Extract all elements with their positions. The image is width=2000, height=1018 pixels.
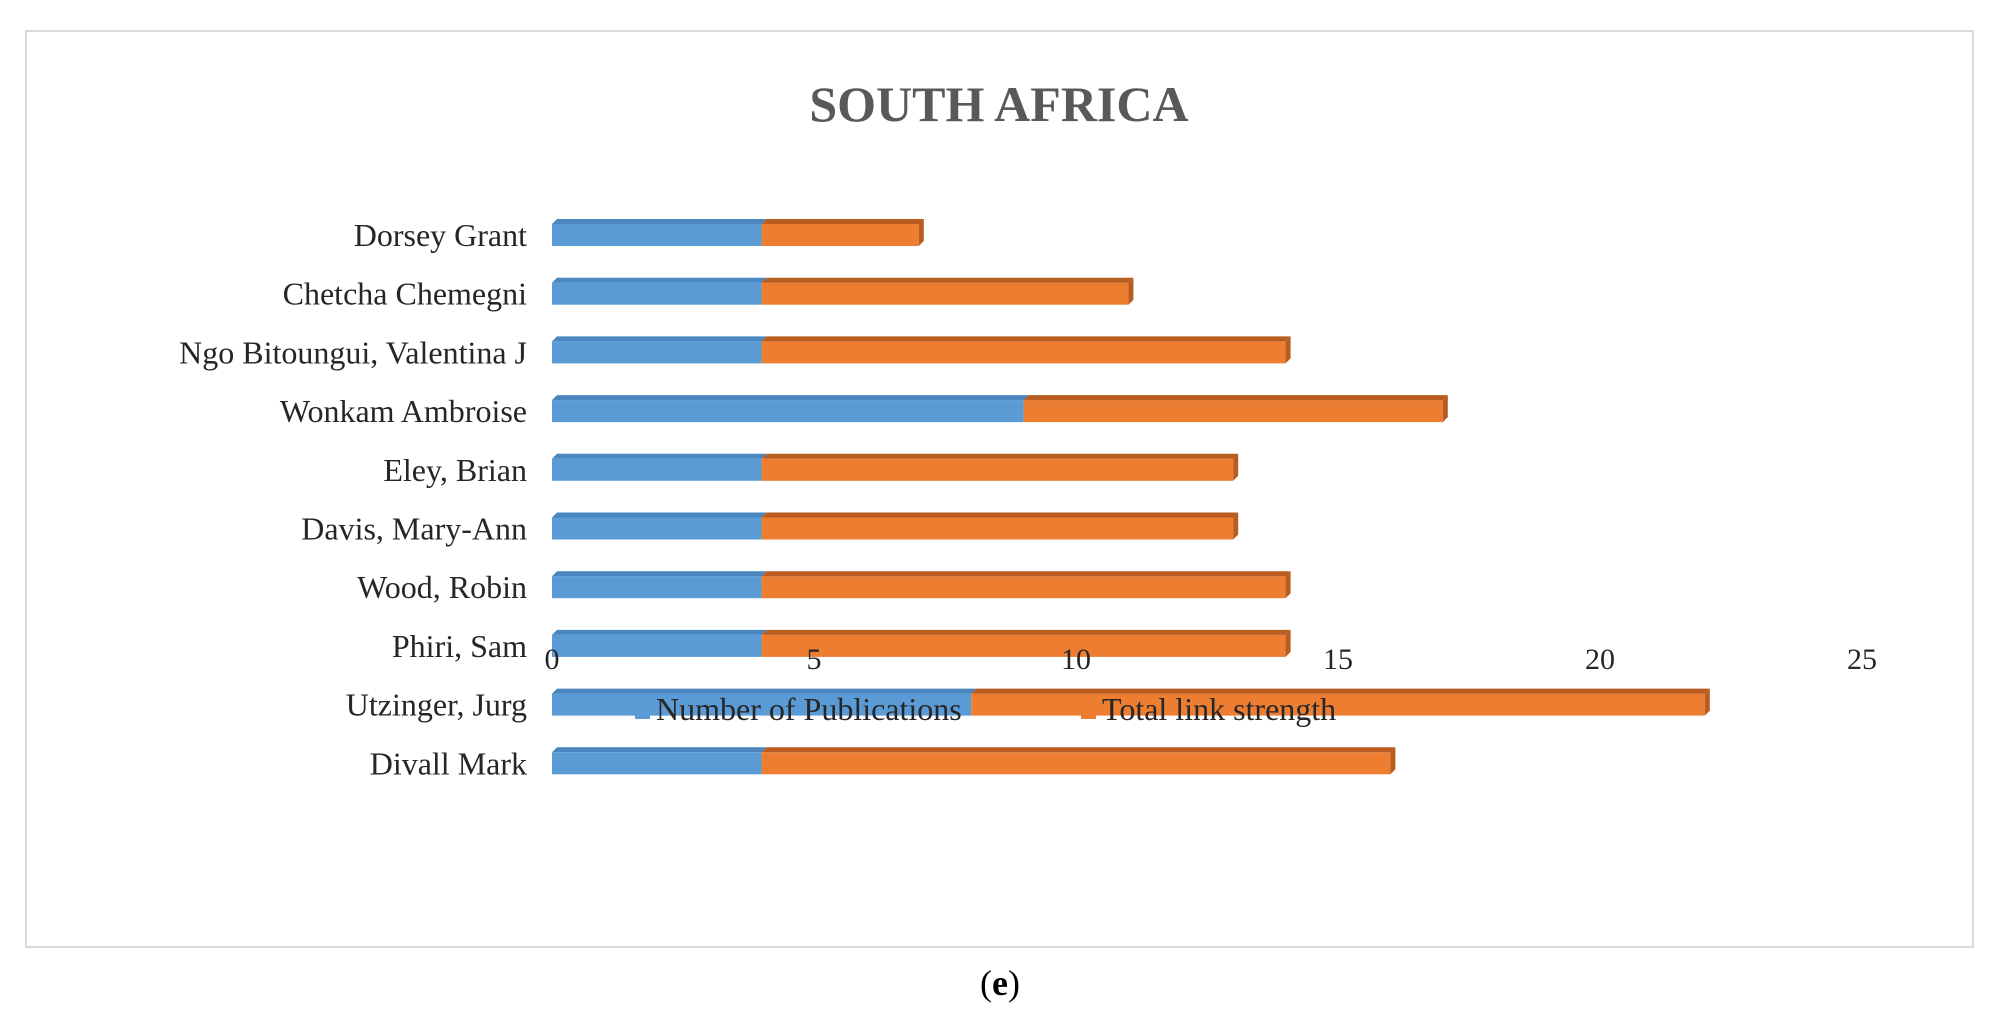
x-tick-label-5: 25 bbox=[1847, 643, 1877, 676]
x-tick-label-2: 10 bbox=[1061, 643, 1091, 676]
category-labels: Dorsey Grant Chetcha Chemegni Ngo Bitoungu… bbox=[179, 217, 527, 781]
bar-publications-7 bbox=[552, 634, 762, 657]
bar-link-strength-2 bbox=[761, 341, 1286, 364]
bar-publications-9 bbox=[552, 752, 762, 775]
bar-publications-8 bbox=[552, 693, 972, 716]
bar-side-face-0 bbox=[918, 219, 924, 246]
bar-top-face-0-2 bbox=[552, 336, 767, 342]
bar-link-strength-0 bbox=[761, 224, 919, 246]
category-label-5: Davis, Mary-Ann bbox=[301, 511, 527, 547]
category-label-7: Phiri, Sam bbox=[392, 628, 527, 664]
bar-top-face-0-6 bbox=[552, 571, 767, 577]
bar-top-face-1-5 bbox=[761, 512, 1239, 518]
bar-publications-0 bbox=[552, 224, 762, 246]
bar-top-face-1-8 bbox=[971, 688, 1710, 694]
bar-top-face-0-4 bbox=[552, 453, 767, 459]
x-tick-label-4: 20 bbox=[1585, 643, 1615, 676]
bar-side-face-6 bbox=[1285, 571, 1291, 599]
bar-link-strength-8 bbox=[971, 693, 1705, 716]
panel-label-close: ) bbox=[1007, 963, 1020, 1003]
category-label-1: Chetcha Chemegni bbox=[283, 276, 527, 312]
bar-publications-2 bbox=[552, 341, 762, 364]
x-axis-ticks: 0 5 10 15 20 25 bbox=[545, 643, 1878, 676]
panel-label: (e) bbox=[0, 962, 2000, 1004]
legend-swatch-link-strength bbox=[1081, 704, 1096, 719]
bar-publications-1 bbox=[552, 282, 762, 305]
legend-swatch-publications bbox=[635, 704, 650, 719]
bar-top-face-0-7 bbox=[552, 629, 767, 635]
bar-side-face-1 bbox=[1128, 277, 1134, 305]
category-label-8: Utzinger, Jurg bbox=[346, 687, 527, 723]
bar-link-strength-7 bbox=[761, 634, 1286, 657]
bar-side-face-9 bbox=[1390, 747, 1396, 775]
bar-publications-6 bbox=[552, 576, 762, 599]
x-tick-label-0: 0 bbox=[545, 643, 560, 676]
chart-frame: SOUTH AFRICA Dorsey Grant Chetcha Chemegn… bbox=[25, 30, 1974, 948]
x-tick-label-3: 15 bbox=[1323, 643, 1353, 676]
bar-side-face-2 bbox=[1285, 336, 1291, 364]
bar-link-strength-3 bbox=[1023, 400, 1443, 423]
bar-top-face-0-0 bbox=[552, 219, 767, 224]
bar-top-face-1-3 bbox=[1023, 395, 1448, 401]
bar-side-face-7 bbox=[1285, 629, 1291, 657]
bar-top-face-1-6 bbox=[761, 571, 1291, 577]
bar-link-strength-1 bbox=[761, 282, 1129, 305]
category-label-2: Ngo Bitoungui, Valentina J bbox=[179, 334, 527, 370]
legend-label-publications: Number of Publications bbox=[656, 691, 962, 727]
bar-publications-4 bbox=[552, 458, 762, 481]
x-tick-label-1: 5 bbox=[807, 643, 822, 676]
category-label-9: Divall Mark bbox=[370, 745, 527, 781]
bar-publications-3 bbox=[552, 400, 1024, 423]
bar-top-face-1-7 bbox=[761, 629, 1291, 635]
bar-side-face-8 bbox=[1704, 688, 1710, 716]
bar-top-face-0-8 bbox=[552, 688, 977, 694]
category-label-3: Wonkam Ambroise bbox=[280, 393, 527, 429]
bar-top-face-1-2 bbox=[761, 336, 1291, 342]
panel-label-open: ( bbox=[980, 963, 992, 1003]
bars-group bbox=[552, 219, 1710, 775]
bar-link-strength-9 bbox=[761, 752, 1391, 775]
bar-top-face-1-9 bbox=[761, 747, 1396, 753]
bar-top-face-1-4 bbox=[761, 453, 1239, 459]
legend-label-link-strength: Total link strength bbox=[1102, 691, 1336, 727]
bar-top-face-1-0 bbox=[761, 219, 924, 224]
bar-top-face-0-9 bbox=[552, 747, 767, 753]
bar-publications-5 bbox=[552, 517, 762, 540]
category-label-0: Dorsey Grant bbox=[354, 217, 527, 253]
legend: Number of Publications Total link strengt… bbox=[635, 691, 1336, 727]
category-label-4: Eley, Brian bbox=[383, 452, 527, 488]
panel-label-letter: e bbox=[992, 963, 1008, 1003]
bar-side-face-5 bbox=[1233, 512, 1239, 540]
bar-link-strength-4 bbox=[761, 458, 1234, 481]
bar-link-strength-5 bbox=[761, 517, 1234, 540]
chart-title: SOUTH AFRICA bbox=[809, 76, 1188, 132]
bar-top-face-0-5 bbox=[552, 512, 767, 518]
bar-top-face-0-3 bbox=[552, 395, 1029, 401]
bar-top-face-1-1 bbox=[761, 277, 1134, 283]
bar-chart: SOUTH AFRICA Dorsey Grant Chetcha Chemegn… bbox=[179, 76, 1878, 781]
bar-link-strength-6 bbox=[761, 576, 1286, 599]
category-label-6: Wood, Robin bbox=[357, 569, 527, 605]
bar-side-face-3 bbox=[1442, 395, 1448, 423]
bar-top-face-0-1 bbox=[552, 277, 767, 283]
bar-side-face-4 bbox=[1233, 453, 1239, 481]
